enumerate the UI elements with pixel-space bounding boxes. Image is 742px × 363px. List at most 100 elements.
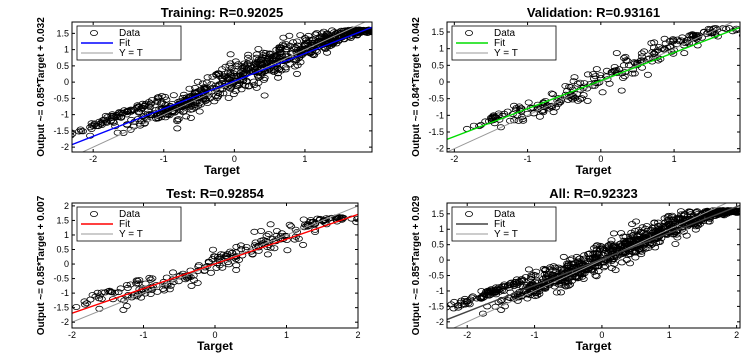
y-tick-label: 0.5: [56, 61, 69, 71]
data-point: [151, 115, 160, 122]
data-point: [637, 50, 646, 57]
x-tick-label: -1: [531, 330, 539, 340]
data-point: [640, 229, 649, 236]
data-point: [162, 96, 171, 103]
data-point: [563, 260, 572, 267]
data-point: [668, 212, 677, 219]
data-point: [617, 87, 626, 94]
data-point: [228, 249, 237, 256]
y-tick-label: 0.5: [56, 245, 69, 255]
data-point: [301, 35, 310, 42]
data-point: [250, 82, 259, 89]
data-point: [193, 78, 202, 85]
data-point: [266, 221, 275, 228]
panel-2: -2 -1 0 1 -2 -1.5 -1 -0.5 0 0.5 1 1.5 Validation: R=…: [411, 5, 741, 177]
legend-entry: Y = T: [119, 48, 143, 59]
data-point: [309, 221, 318, 228]
data-point: [101, 289, 110, 296]
data-point: [527, 274, 536, 281]
data-point: [374, 30, 381, 35]
y-tick-label: 0: [439, 255, 444, 265]
data-point: [590, 75, 599, 82]
data-point: [373, 27, 380, 32]
data-point: [619, 62, 628, 69]
data-point: [189, 277, 198, 284]
data-point: [389, 29, 396, 34]
data-point: [378, 27, 385, 32]
x-tick-label: -2: [68, 330, 76, 340]
y-tick-label: 0: [439, 77, 444, 87]
x-tick-label: 1: [302, 154, 307, 164]
x-tick-label: 1: [284, 330, 289, 340]
data-point: [89, 122, 98, 129]
data-point: [595, 246, 604, 253]
data-point: [478, 310, 487, 317]
data-point: [236, 242, 245, 249]
legend-entry: Y = T: [119, 229, 143, 240]
data-point: [203, 100, 212, 107]
data-point: [171, 105, 180, 112]
data-point: [607, 242, 616, 249]
data-point: [569, 261, 578, 268]
y-tick-label: 1.5: [56, 215, 69, 225]
data-point: [495, 288, 504, 295]
x-tick-label: -2: [450, 154, 458, 164]
data-point: [123, 107, 132, 114]
data-point: [195, 108, 204, 115]
data-point: [618, 248, 627, 255]
data-point: [565, 83, 574, 90]
data-point: [600, 250, 609, 257]
data-point: [334, 37, 343, 44]
chart-title: Test: R=0.92854: [166, 186, 264, 201]
data-point: [484, 289, 493, 296]
data-point: [263, 239, 272, 246]
data-point: [226, 60, 235, 67]
data-point: [120, 107, 129, 114]
data-point: [106, 118, 115, 125]
data-point: [467, 294, 476, 301]
y-tick-label: -1: [61, 288, 69, 298]
panel-4: -2 -1 0 1 2 -2 -1.5 -1 -0.5 0 0.5 1 1.5 All: R=0.9232…: [411, 186, 741, 353]
data-point: [664, 212, 673, 219]
data-point: [497, 306, 506, 313]
data-point: [557, 265, 566, 272]
data-points: [72, 213, 358, 313]
data-point: [307, 42, 316, 49]
fit-line: [447, 26, 740, 141]
data-point: [173, 125, 182, 132]
data-point: [549, 91, 558, 98]
data-point: [158, 99, 167, 106]
data-point: [680, 50, 689, 57]
data-point: [631, 249, 640, 256]
data-point: [375, 29, 382, 34]
data-point: [254, 79, 263, 86]
data-point: [292, 44, 301, 51]
y-tick-label: 0.5: [431, 60, 444, 70]
data-point: [200, 84, 209, 91]
data-point: [102, 118, 111, 125]
data-point: [146, 100, 155, 107]
data-point: [496, 124, 505, 131]
x-tick-label: -2: [89, 154, 97, 164]
data-point: [185, 85, 194, 92]
chart-title: Training: R=0.92025: [161, 5, 283, 20]
data-point: [454, 304, 463, 311]
x-tick-label: -1: [524, 154, 532, 164]
data-point: [651, 244, 660, 251]
x-tick-label: -1: [160, 154, 168, 164]
y-tick-label: -0.5: [428, 94, 444, 104]
data-point: [226, 248, 235, 255]
data-point: [311, 220, 320, 227]
legend-data-marker: [464, 210, 473, 217]
data-point: [208, 246, 217, 253]
data-point: [312, 30, 321, 37]
data-point: [495, 116, 504, 123]
data-point: [252, 54, 261, 61]
x-tick-label: 2: [734, 330, 739, 340]
data-point: [132, 277, 141, 284]
data-point: [187, 282, 196, 289]
data-point: [736, 207, 740, 214]
data-point: [672, 231, 681, 238]
data-point: [232, 262, 241, 269]
